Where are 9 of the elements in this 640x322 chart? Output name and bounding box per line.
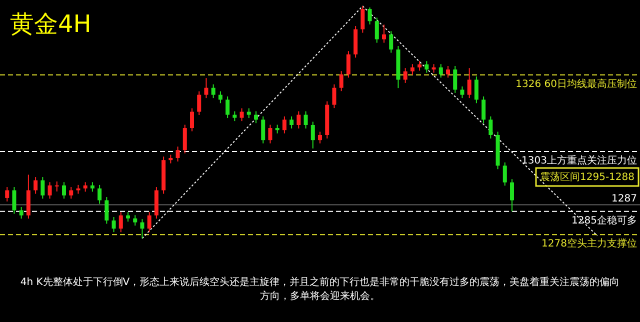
range-box: 震荡区间1295-1288 [535, 167, 640, 187]
ref-line-label: 1303上方重点关注压力位 [522, 154, 637, 166]
text: 1287 [612, 194, 637, 205]
ref-line-label: 1285企稳可多 [572, 214, 637, 226]
ref-line-label: 1326 60日均线最高压制位 [516, 78, 637, 90]
ref-line-label: 1278空头主力支撑位 [542, 238, 637, 250]
annotation: 震荡区间1295-1288 [540, 171, 635, 183]
chart-title: 黄金4H [10, 9, 92, 40]
text: 4h K先整体处于下行倒V，形态上来说后续空头还是主旋律，并且之前的下行也是非常的干脆没有过多的震荡，美盘着重关注震荡的偏向方向，多单将会迎来机会。 [20, 276, 620, 304]
